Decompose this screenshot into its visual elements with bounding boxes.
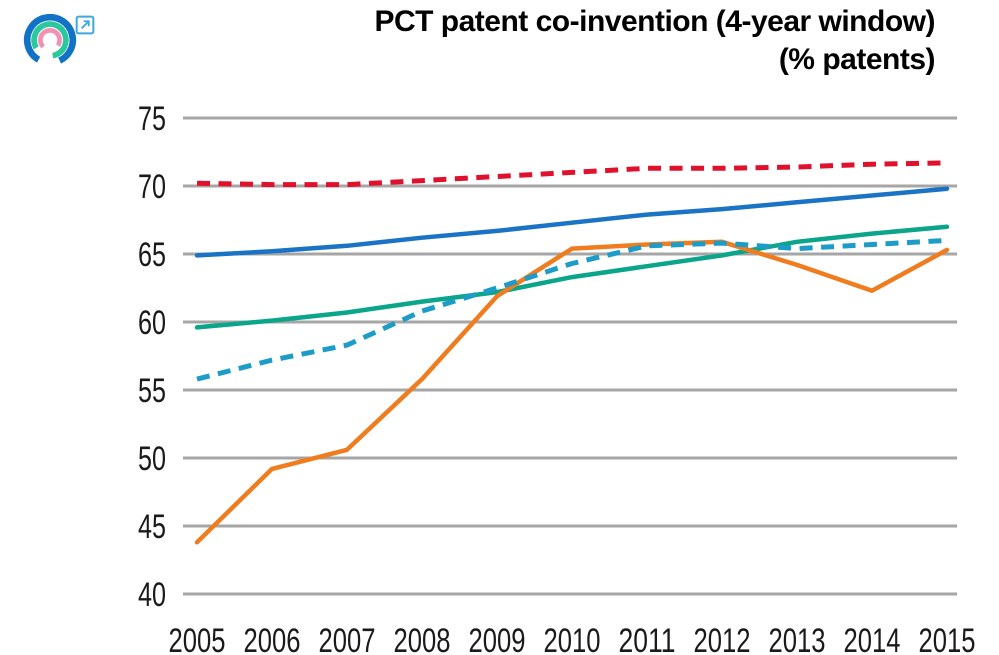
x-tick-label: 2012 — [694, 622, 751, 655]
x-tick-label: 2008 — [394, 622, 451, 655]
x-tick-label: 2005 — [169, 622, 226, 655]
concentric-arcs-icon — [23, 13, 77, 67]
series-teal-dashed-line — [196, 237, 948, 382]
y-tick-label: 55 — [138, 372, 166, 410]
series-red-dashed-line — [196, 160, 948, 188]
y-tick-label: 70 — [138, 168, 166, 206]
series-teal-solid-line — [194, 224, 950, 330]
x-tick-label: 2007 — [319, 622, 376, 655]
y-tick-label: 45 — [138, 508, 166, 546]
x-tick-label: 2015 — [919, 622, 976, 655]
x-tick-label: 2010 — [544, 622, 601, 655]
x-tick-label: 2009 — [469, 622, 526, 655]
y-tick-label: 75 — [138, 100, 166, 138]
series-blue-solid-line — [194, 186, 950, 258]
series-orange-solid-line — [194, 239, 950, 545]
app-logo[interactable] — [20, 10, 108, 72]
x-tick-label: 2006 — [244, 622, 301, 655]
chart-title: PCT patent co-invention (4-year window) … — [374, 3, 935, 79]
chart-title-line2: (% patents) — [778, 43, 936, 76]
y-tick-label: 65 — [138, 236, 166, 274]
y-tick-label: 60 — [138, 304, 166, 342]
y-tick-label: 50 — [138, 440, 166, 478]
y-tick-label: 40 — [138, 576, 166, 614]
chart-title-line1: PCT patent co-invention (4-year window) — [374, 5, 935, 38]
x-tick-label: 2014 — [844, 622, 901, 655]
external-link-icon[interactable] — [75, 15, 95, 35]
x-tick-label: 2013 — [769, 622, 826, 655]
x-tick-label: 2011 — [619, 622, 676, 655]
